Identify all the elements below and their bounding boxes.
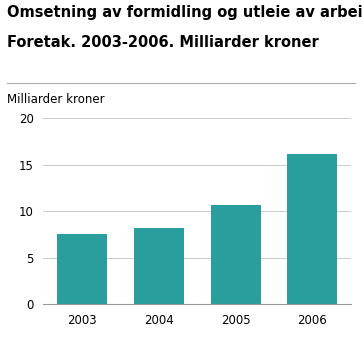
Text: Milliarder kroner: Milliarder kroner [7,94,105,106]
Text: Foretak. 2003-2006. Milliarder kroner: Foretak. 2003-2006. Milliarder kroner [7,35,319,50]
Text: Omsetning av formidling og utleie av arbeidskraft.: Omsetning av formidling og utleie av arb… [7,5,362,20]
Bar [287,153,337,304]
Bar [58,235,107,304]
Bar [211,205,261,304]
Bar [134,228,184,304]
